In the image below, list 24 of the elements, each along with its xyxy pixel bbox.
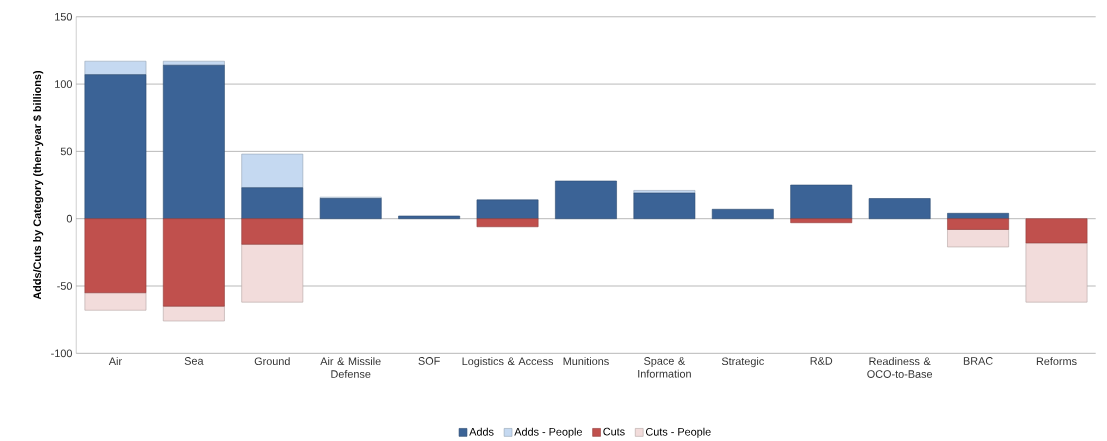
- x-tick-label: BRAC: [963, 357, 993, 365]
- x-tick-label: Reforms: [1036, 357, 1077, 366]
- y-tick-label: -100: [51, 349, 72, 358]
- y-axis-title: Adds/Cuts by Category (then-year $ billions): [32, 70, 44, 300]
- legend-label: Adds - People: [514, 427, 582, 438]
- x-tick-label: Air & Missile Defense: [320, 357, 381, 378]
- x-tick-label: Munitions: [563, 357, 609, 366]
- x-tick-label: Air: [108, 357, 122, 365]
- y-tick-label: 100: [55, 80, 72, 88]
- y-tick-label: 50: [60, 147, 72, 156]
- x-tick-label: Ground: [254, 357, 290, 366]
- x-tick-label: Sea: [184, 357, 204, 365]
- x-tick-label: Space & Information: [638, 357, 691, 378]
- legend-label: Cuts - People: [645, 427, 711, 438]
- x-tick-label: Readiness & OCO-to-Base: [867, 357, 933, 378]
- x-tick-label: R&D: [810, 357, 833, 365]
- legend-label: Cuts: [603, 427, 625, 436]
- x-tick-label: Logistics & Access: [462, 357, 553, 368]
- legend-label: Adds: [469, 427, 494, 436]
- y-tick-label: -50: [57, 282, 72, 290]
- y-tick-label: 0: [66, 214, 72, 223]
- x-tick-label: Strategic: [721, 357, 764, 368]
- x-tick-label: SOF: [418, 357, 440, 365]
- y-tick-label: 150: [55, 12, 72, 21]
